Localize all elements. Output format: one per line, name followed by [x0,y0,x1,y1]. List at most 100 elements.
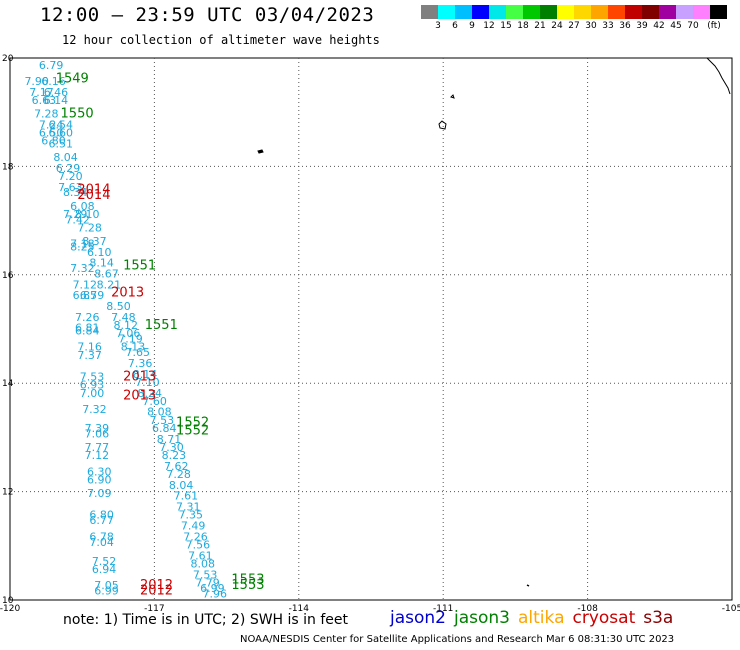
wave-height-label-2: 6.16 [41,75,66,88]
legend-swatch-14 [659,5,676,19]
legend-swatch-13 [642,5,659,19]
wave-height-label-40: 6.84 [75,324,100,337]
jason3-time-label-4: 1552 [176,416,209,431]
wave-height-label-48: 7.53 [80,370,105,383]
wave-height-label-71: 7.09 [87,487,112,500]
wave-height-label-13: 6.51 [49,137,74,150]
legend-label-9: 30 [585,21,597,31]
legend-label-2: 9 [469,21,475,31]
wave-height-label-52: 7.00 [80,387,105,400]
wave-height-label-11: 6.60 [49,127,74,140]
jason3-time-label-1: 1550 [61,107,94,122]
wave-height-label-49: 8.14 [133,368,158,381]
wave-height-label-74: 6.80 [89,509,114,522]
wave-height-label-38: 6.81 [75,322,100,335]
legend-label-13: 42 [653,21,665,31]
wave-height-label-60: 7.06 [85,427,110,440]
wave-height-labels: 6.797.906.167.176.466.636.147.287.246.54… [24,59,264,600]
wave-height-label-78: 7.26 [183,530,208,543]
legend-swatch-5 [506,5,523,19]
legend-label-5: 18 [517,21,529,31]
wave-height-label-63: 7.30 [159,441,184,454]
wave-height-label-64: 7.12 [85,449,110,462]
wave-height-label-9: 6.54 [49,118,74,131]
wave-height-label-28: 8.14 [89,257,114,270]
wave-height-label-89: 6.99 [200,582,225,595]
wave-height-label-19: 6.08 [70,200,95,213]
wave-height-label-18: 8.34 [63,186,88,199]
satellite-label-jason3: jason3 [454,608,510,628]
legend-label-12: 39 [636,21,648,31]
wave-height-label-69: 6.90 [87,473,112,486]
island-2 [438,120,447,130]
legend-label-15: 70 [687,21,699,31]
legend-swatch-10 [591,5,608,19]
wave-height-label-91: 7.96 [203,587,228,600]
wave-height-label-47: 7.36 [128,357,153,370]
y-tick-label-4: 12 [2,488,13,498]
wave-height-label-36: 7.26 [75,311,100,324]
wave-height-label-84: 8.08 [191,557,216,570]
wave-height-label-56: 8.08 [147,406,172,419]
cryosat-time-label-0: 2014 [77,183,110,198]
jason3-time-label-7: 1553 [231,578,264,593]
wave-height-label-76: 6.77 [89,514,114,527]
wave-height-label-65: 8.23 [162,449,187,462]
wave-height-label-80: 7.04 [89,536,114,549]
wave-height-label-43: 7.16 [77,341,102,354]
wave-height-label-30: 8.67 [94,268,119,281]
wave-height-label-34: 6.79 [80,289,105,302]
wave-height-label-37: 7.48 [111,311,136,324]
x-tick-label-2: -114 [289,604,310,614]
wave-height-label-67: 6.30 [87,465,112,478]
wave-height-label-50: 6.93 [80,379,105,392]
x-tick-label-1: -117 [144,604,164,614]
jason3-time-label-6: 1553 [231,573,264,588]
axis-tick-labels: -120 -117 -114 -111 -108 -105 20 18 16 14 12 10 [0,54,740,614]
chart-subtitle: 12 hour collection of altimeter wave hei… [62,33,380,47]
wave-height-label-22: 7.42 [65,213,90,226]
wave-height-label-73: 7.31 [176,501,201,514]
wave-height-label-75: 7.35 [178,509,203,522]
legend-swatch-0 [421,5,438,19]
wave-height-label-85: 6.94 [92,563,117,576]
y-tick-label-5: 10 [2,596,14,606]
wave-height-label-6: 6.14 [44,94,68,107]
wave-height-label-31: 7.12 [73,278,98,291]
satellite-label-altika: altika [518,608,565,628]
wave-height-label-58: 7.39 [85,422,110,435]
legend-swatch-3 [472,5,489,19]
legend-swatch-9 [574,5,591,19]
legend-label-16: (ft) [707,21,721,31]
wave-height-label-77: 7.49 [181,520,206,533]
legend-swatch-8 [557,5,574,19]
credit-line: NOAA/NESDIS Center for Satellite Applica… [240,634,675,645]
wave-height-label-10: 6.50 [39,127,64,140]
legend-swatch-2 [455,5,472,19]
jason3-time-label-2: 1551 [123,258,156,273]
coastline-mexico [706,57,731,95]
legend-label-7: 24 [551,21,563,31]
legend-swatch-12 [625,5,642,19]
legend-label-3: 12 [483,21,495,31]
wave-height-label-24: 7.18 [70,238,95,251]
legend-label-14: 45 [670,21,682,31]
satellite-label-s3a: s3a [643,608,674,628]
wave-height-label-35: 8.50 [106,300,130,313]
wave-height-label-12: 6.80 [41,135,66,148]
island-3 [257,149,264,154]
wave-height-label-44: 8.13 [121,341,146,354]
wave-height-label-27: 6.10 [87,246,112,259]
wave-height-label-87: 7.79 [195,576,220,589]
cryosat-time-label-3: 2013 [123,369,156,384]
coastline [257,57,731,587]
wave-height-label-83: 7.52 [92,555,117,568]
x-tick-label-5: -105 [722,604,740,614]
legend-label-10: 33 [602,21,614,31]
wave-height-label-1: 7.90 [24,75,49,88]
jason3-time-label-5: 1552 [176,424,209,439]
wave-height-label-29: 7.32 [70,262,95,275]
cryosat-time-label-1: 2014 [77,188,110,203]
wave-height-label-79: 6.78 [89,530,114,543]
